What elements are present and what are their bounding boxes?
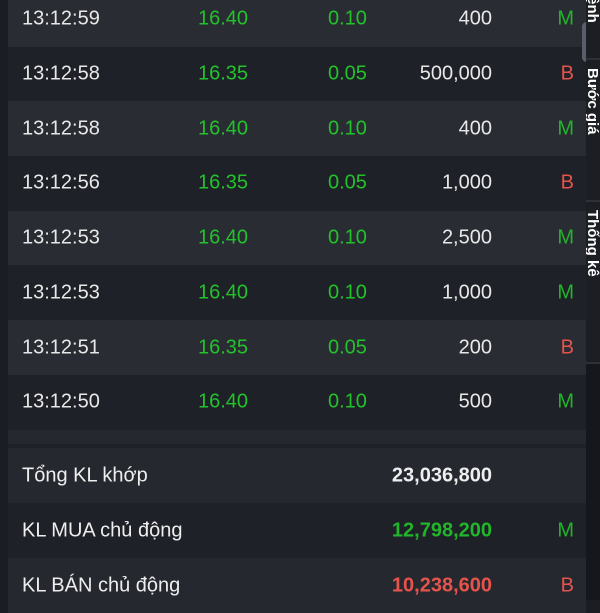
trade-volume: 400 bbox=[458, 117, 492, 140]
trade-time: 13:12:59 bbox=[22, 7, 100, 30]
trade-volume: 200 bbox=[458, 336, 492, 359]
trade-row: 13:12:59 16.40 0.10 400 M bbox=[8, 0, 586, 47]
tab-0[interactable]: Khớp lệnh bbox=[586, 0, 600, 60]
trade-price: 16.35 bbox=[198, 336, 249, 359]
trade-row: 13:12:58 16.40 0.10 400 M bbox=[8, 101, 586, 157]
trade-volume: 1,000 bbox=[441, 281, 492, 304]
divider bbox=[8, 430, 586, 444]
trade-row: 13:12:58 16.35 0.05 500,000 B bbox=[8, 47, 586, 102]
trade-time: 13:12:53 bbox=[22, 226, 100, 249]
trade-side: B bbox=[560, 62, 574, 85]
trade-change: 0.05 bbox=[328, 336, 367, 359]
trade-volume: 1,000 bbox=[441, 171, 492, 194]
trade-row: 13:12:53 16.40 0.10 2,500 M bbox=[8, 210, 586, 266]
summary-row: KL BÁN chủ động 10,238,600 B bbox=[8, 558, 586, 613]
trade-row: 13:12:53 16.40 0.10 1,000 M bbox=[8, 266, 586, 321]
trade-price: 16.35 bbox=[198, 62, 249, 85]
trade-side: B bbox=[560, 171, 574, 194]
summary-value: 10,238,600 bbox=[391, 574, 492, 596]
trade-time: 13:12:50 bbox=[22, 390, 100, 413]
trade-volume: 500 bbox=[458, 390, 492, 413]
trade-change: 0.10 bbox=[328, 226, 367, 249]
trade-row: 13:12:50 16.40 0.10 500 M bbox=[8, 375, 586, 430]
trade-time: 13:12:58 bbox=[22, 117, 100, 140]
summary-row: KL MUA chủ động 12,798,200 M bbox=[8, 503, 586, 558]
trade-time: 13:12:51 bbox=[22, 336, 100, 359]
vertical-tab-bar: Khớp lệnh Bước giá Thống kê bbox=[586, 0, 600, 600]
trade-volume: 2,500 bbox=[441, 226, 492, 249]
trade-price: 16.40 bbox=[198, 390, 249, 413]
trade-price: 16.40 bbox=[198, 226, 249, 249]
trade-log-panel: 13:12:59 16.40 0.10 400 M 13:12:58 16.35 0.05 50… bbox=[8, 0, 591, 613]
trade-row: 13:12:56 16.35 0.05 1,000 B bbox=[8, 156, 586, 211]
tab-2[interactable]: Thống kê bbox=[586, 202, 600, 364]
trade-side: M bbox=[557, 281, 574, 304]
tab-label: Thống kê bbox=[586, 210, 600, 277]
summary-value: 12,798,200 bbox=[391, 519, 492, 541]
trade-side: M bbox=[557, 7, 574, 30]
tab-1[interactable]: Bước giá bbox=[586, 60, 600, 202]
summary-side: B bbox=[560, 574, 574, 596]
trade-volume: 500,000 bbox=[419, 62, 492, 85]
trade-side: B bbox=[560, 336, 574, 359]
trade-side: M bbox=[557, 117, 574, 140]
trade-change: 0.10 bbox=[328, 117, 367, 140]
summary-row: Tổng KL khớp 23,036,800 bbox=[8, 448, 586, 503]
trade-change: 0.10 bbox=[328, 7, 367, 30]
summary-label: Tổng KL khớp bbox=[22, 464, 148, 486]
trade-side: M bbox=[557, 226, 574, 249]
trade-price: 16.35 bbox=[198, 171, 249, 194]
trade-volume: 400 bbox=[458, 7, 492, 30]
trade-row: 13:12:51 16.35 0.05 200 B bbox=[8, 320, 586, 375]
summary-side: M bbox=[557, 519, 574, 541]
trade-time: 13:12:53 bbox=[22, 281, 100, 304]
trade-change: 0.10 bbox=[328, 390, 367, 413]
tab-label: Khớp lệnh bbox=[586, 0, 600, 23]
summary-value: 23,036,800 bbox=[391, 464, 492, 486]
tab-label: Bước giá bbox=[586, 68, 600, 135]
summary-label: KL BÁN chủ động bbox=[22, 574, 181, 596]
trade-change: 0.05 bbox=[328, 171, 367, 194]
trade-change: 0.10 bbox=[328, 281, 367, 304]
trade-time: 13:12:58 bbox=[22, 62, 100, 85]
summary-label: KL MUA chủ động bbox=[22, 519, 183, 541]
trade-price: 16.40 bbox=[198, 7, 249, 30]
trade-price: 16.40 bbox=[198, 117, 249, 140]
trade-time: 13:12:56 bbox=[22, 171, 100, 194]
trade-change: 0.05 bbox=[328, 62, 367, 85]
trade-price: 16.40 bbox=[198, 281, 249, 304]
trade-side: M bbox=[557, 390, 574, 413]
